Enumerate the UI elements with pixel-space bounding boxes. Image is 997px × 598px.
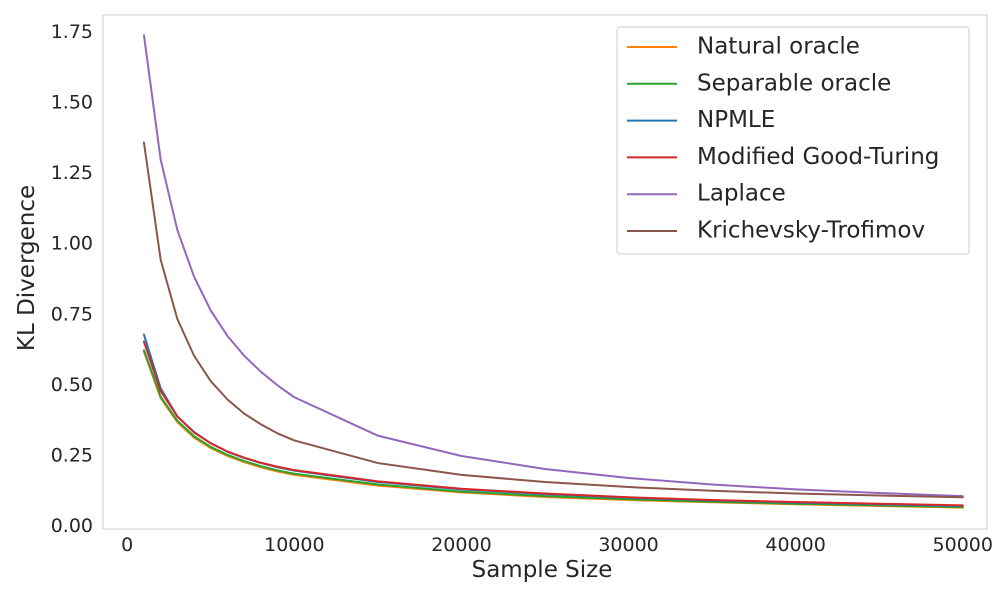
y-tick-label: 1.75: [51, 21, 93, 43]
y-axis-title: KL Divergence: [14, 185, 40, 351]
legend-label-krichevsky-trofimov: Krichevsky-Trofimov: [697, 218, 925, 244]
y-tick-label: 1.25: [51, 162, 93, 184]
legend-label-laplace: Laplace: [697, 181, 786, 207]
y-tick-label: 0.00: [51, 515, 93, 537]
legend: Natural oracle Separable oracle NPMLE Modif…: [616, 26, 970, 255]
legend-box: [616, 26, 970, 255]
y-tick-label: 0.75: [51, 303, 93, 325]
x-tick-labels: 0 10000 20000 30000 40000 50000: [121, 534, 993, 556]
y-tick-label: 0.50: [51, 374, 93, 396]
series-line-modified-good-turing: [142, 340, 964, 507]
y-tick-label: 1.00: [51, 233, 93, 255]
series-line-laplace: [142, 34, 964, 498]
y-tick-labels: 0.00 0.25 0.50 0.75 1.00 1.25 1.50 1.75: [51, 21, 93, 537]
y-tick-label: 0.25: [51, 444, 93, 466]
x-tick-label: 40000: [765, 534, 825, 556]
legend-label-npmle: NPMLE: [697, 107, 775, 133]
legend-label-separable-oracle: Separable oracle: [697, 70, 891, 96]
legend-label-natural-oracle: Natural oracle: [697, 34, 860, 60]
series-line-separable-oracle: [142, 349, 964, 509]
x-tick-label: 20000: [431, 534, 491, 556]
x-axis-title: Sample Size: [472, 557, 613, 583]
legend-items: Natural oracle Separable oracle NPMLE Modif…: [627, 34, 939, 244]
y-tick-label: 1.50: [51, 91, 93, 113]
x-tick-label: 50000: [933, 534, 993, 556]
legend-label-modified-good-turing: Modified Good-Turing: [697, 144, 939, 170]
series-layer: [142, 34, 964, 509]
x-tick-label: 10000: [264, 534, 324, 556]
x-tick-label: 0: [121, 534, 133, 556]
series-line-krichevsky-trofimov: [142, 141, 964, 499]
x-tick-label: 30000: [598, 534, 658, 556]
